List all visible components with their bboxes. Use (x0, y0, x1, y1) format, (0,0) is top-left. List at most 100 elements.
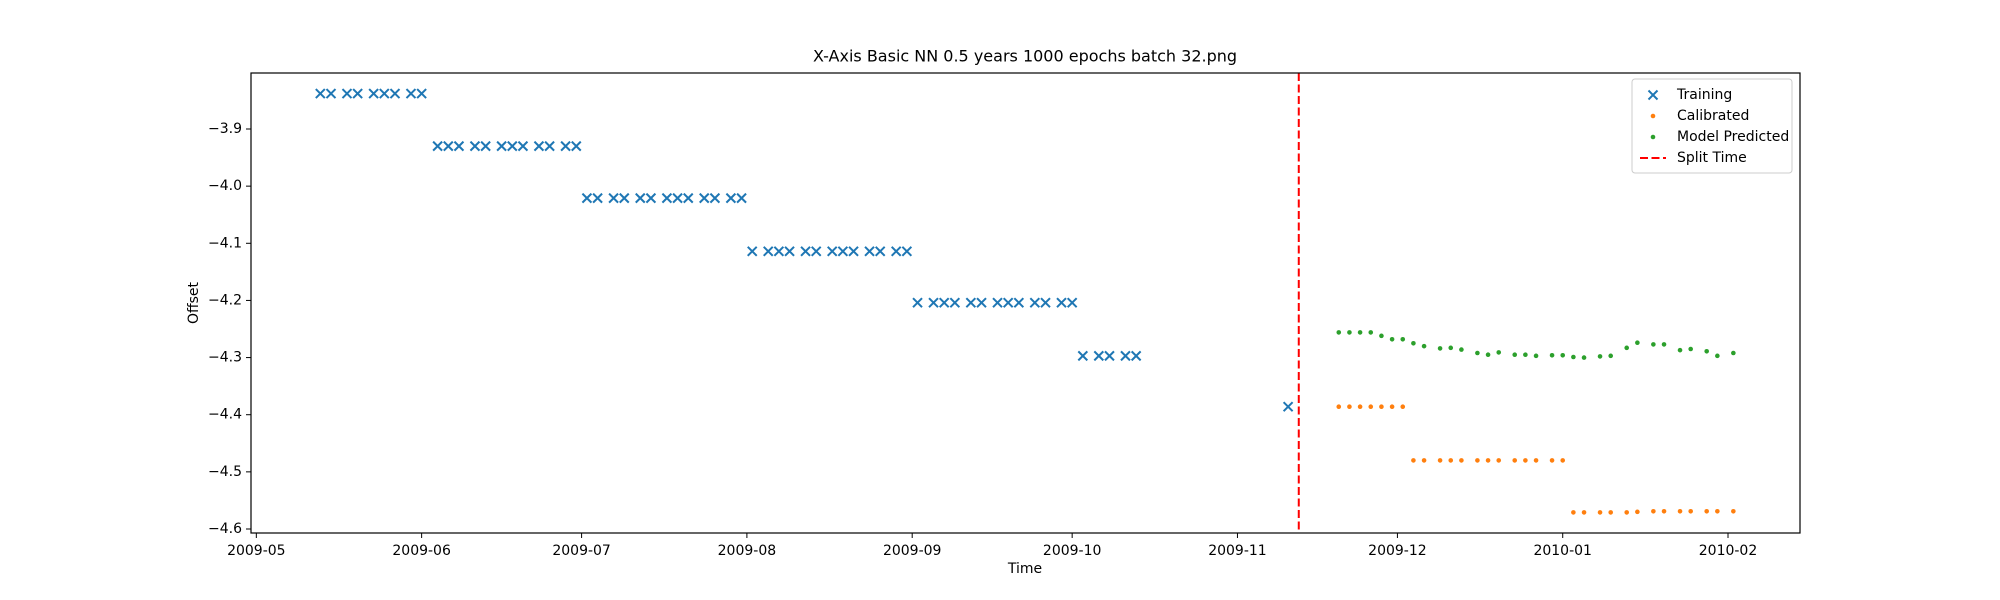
marker (1533, 458, 1539, 463)
marker (315, 88, 326, 99)
marker (379, 88, 390, 99)
marker (571, 140, 582, 152)
x-tick-label: 2009-09 (883, 543, 942, 559)
legend: Training Calibrated Model Predicted Split T… (1631, 78, 1793, 174)
marker (1512, 352, 1518, 358)
marker (1496, 350, 1502, 355)
x-tick-label: 2009-08 (718, 543, 777, 559)
marker (1357, 404, 1363, 410)
y-axis-label: Offset (186, 281, 202, 324)
x-tick-label: 2009-12 (1368, 543, 1427, 559)
marker (1347, 330, 1352, 335)
marker (1523, 458, 1528, 463)
marker (864, 246, 875, 257)
marker (1581, 355, 1587, 360)
marker (1336, 330, 1342, 335)
marker (1571, 354, 1576, 360)
marker (1013, 297, 1025, 308)
marker (619, 192, 630, 204)
marker (453, 140, 465, 152)
marker (1650, 113, 1656, 119)
marker (965, 297, 977, 308)
x-tick-label: 2009-11 (1208, 543, 1267, 559)
marker (1475, 458, 1480, 463)
marker (1677, 508, 1683, 514)
marker (1077, 350, 1089, 362)
legend-label: Model Predicted (1677, 129, 1789, 145)
marker (1104, 350, 1115, 362)
x-tick-label: 2010-01 (1533, 543, 1592, 559)
marker (592, 192, 603, 204)
marker (507, 140, 518, 152)
marker (949, 297, 961, 308)
marker (1731, 350, 1736, 356)
marker (763, 246, 774, 257)
marker (901, 246, 913, 257)
y-tick-label: −4.4 (208, 407, 242, 423)
marker (784, 246, 795, 257)
marker (1560, 458, 1566, 463)
marker (773, 246, 785, 257)
marker (544, 140, 555, 152)
marker (1650, 134, 1656, 140)
marker (325, 88, 337, 99)
marker (800, 246, 811, 257)
marker (1496, 458, 1502, 463)
marker (645, 192, 657, 204)
marker (1411, 340, 1416, 346)
marker (1704, 348, 1709, 354)
marker (389, 88, 401, 99)
marker (416, 88, 427, 99)
marker (747, 246, 758, 257)
marker (1357, 330, 1363, 335)
marker (1635, 340, 1640, 346)
marker (1056, 297, 1067, 308)
marker (1448, 345, 1454, 351)
series (1336, 330, 1736, 360)
x-tick-label: 2009-05 (227, 543, 286, 559)
marker (1485, 458, 1491, 463)
y-tick-label: −4.0 (208, 178, 242, 194)
marker (1389, 404, 1395, 410)
marker (1560, 352, 1566, 358)
marker (1437, 346, 1443, 351)
marker (1704, 508, 1709, 514)
marker (1647, 89, 1659, 101)
marker (1437, 458, 1443, 463)
marker (1002, 297, 1014, 308)
marker (1549, 352, 1555, 358)
marker (1597, 354, 1603, 359)
series (1336, 404, 1736, 515)
y-tick-label: −4.1 (208, 235, 242, 251)
marker (661, 192, 673, 204)
marker (1120, 350, 1131, 362)
y-tick-label: −4.3 (208, 350, 242, 366)
marker (874, 246, 886, 257)
marker (1523, 352, 1528, 358)
marker (672, 192, 683, 204)
x-tick-label: 2010-02 (1699, 543, 1758, 559)
marker (1368, 330, 1374, 335)
marker (938, 297, 950, 308)
marker (533, 140, 545, 152)
marker (1421, 343, 1427, 349)
marker (1475, 350, 1480, 356)
marker (912, 297, 923, 308)
marker (1448, 458, 1454, 463)
marker (635, 192, 646, 204)
marker (848, 246, 859, 257)
marker (1581, 510, 1587, 515)
marker (1635, 509, 1640, 515)
y-tick-label: −4.2 (208, 292, 242, 308)
chart-title: X-Axis Basic NN 0.5 years 1000 epochs ba… (813, 47, 1237, 66)
marker (1379, 404, 1384, 410)
marker (1282, 401, 1294, 412)
legend-label: Training (1676, 87, 1732, 103)
marker (608, 192, 619, 204)
marker (1512, 458, 1518, 463)
marker (1651, 342, 1656, 347)
marker (1336, 404, 1342, 410)
marker (1347, 404, 1352, 410)
marker (1549, 458, 1555, 463)
marker (560, 140, 571, 152)
